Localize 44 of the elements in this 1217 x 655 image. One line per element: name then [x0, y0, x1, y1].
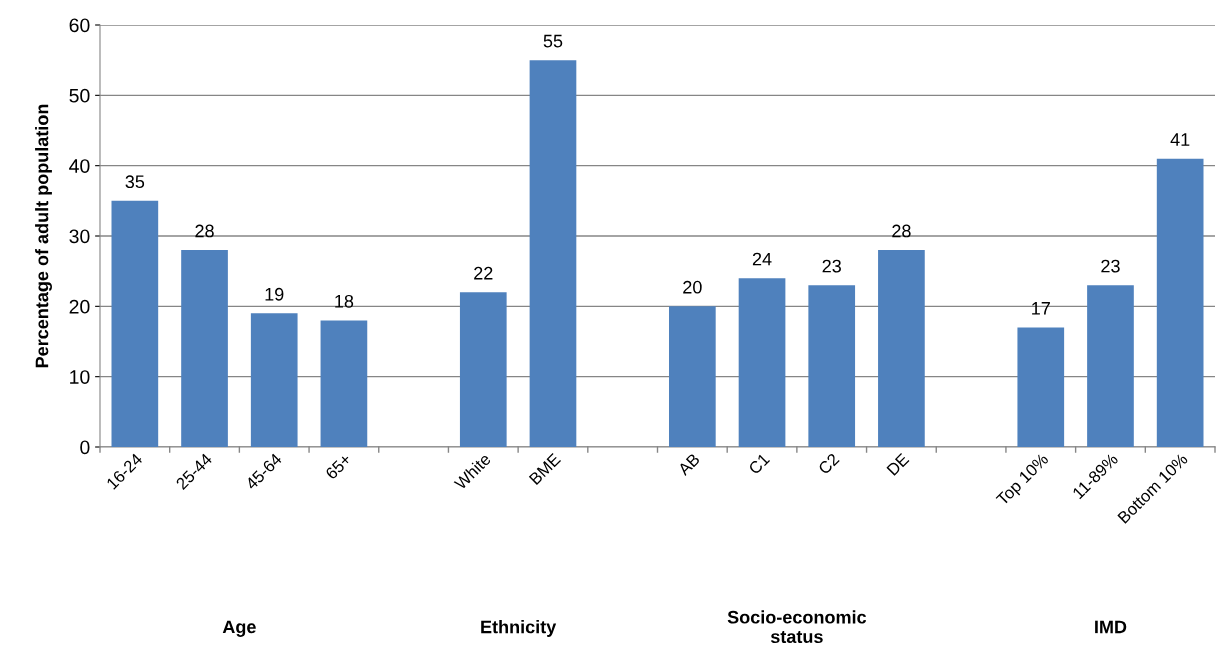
bar [808, 285, 856, 447]
x-tick-label: Top 10% [995, 452, 1052, 509]
text: IMD [1095, 620, 1127, 634]
y-tick-label: 0 [80, 440, 90, 455]
bar [1156, 158, 1204, 447]
bar [878, 250, 925, 447]
y-tick-label: 30 [69, 229, 90, 244]
bar [459, 292, 507, 447]
bar [529, 60, 577, 447]
text: Ethnicity [481, 620, 557, 637]
y-tick-label: 40 [69, 159, 90, 173]
y-tick-label: 20 [69, 299, 90, 314]
data-label: 35 [125, 175, 145, 189]
text: Age [222, 620, 256, 637]
data-label: 23 [822, 259, 841, 273]
y-axis-title: Percentage of adult population [35, 104, 52, 368]
y-tick-label: 60 [69, 18, 90, 33]
x-tick-label: C2 [817, 452, 840, 475]
data-label: 41 [1170, 133, 1190, 146]
data-label: 23 [1101, 259, 1120, 273]
bar [111, 200, 159, 447]
data-label: 28 [195, 224, 214, 238]
bar [669, 306, 716, 447]
data-label: 18 [335, 294, 354, 308]
bar [1017, 327, 1065, 447]
data-label: 17 [1032, 302, 1050, 315]
data-label: 55 [543, 34, 563, 48]
x-tick-label: 65+ [324, 452, 352, 480]
bar [1087, 285, 1134, 447]
data-label: 28 [892, 224, 911, 238]
text: Socio-economic status [727, 610, 867, 644]
y-tick-label: 10 [70, 370, 90, 384]
bar [738, 278, 786, 447]
x-tick-label: C1 [747, 452, 771, 475]
bar [250, 313, 298, 447]
data-label: 19 [265, 287, 284, 301]
data-label: 20 [683, 280, 702, 294]
x-tick-label: DE [886, 452, 910, 476]
bar [181, 250, 228, 447]
x-tick-label: AB [677, 452, 701, 477]
data-label: 22 [474, 266, 493, 280]
bar [320, 320, 368, 447]
data-label: 24 [752, 252, 772, 266]
y-tick-label: 50 [69, 88, 90, 103]
